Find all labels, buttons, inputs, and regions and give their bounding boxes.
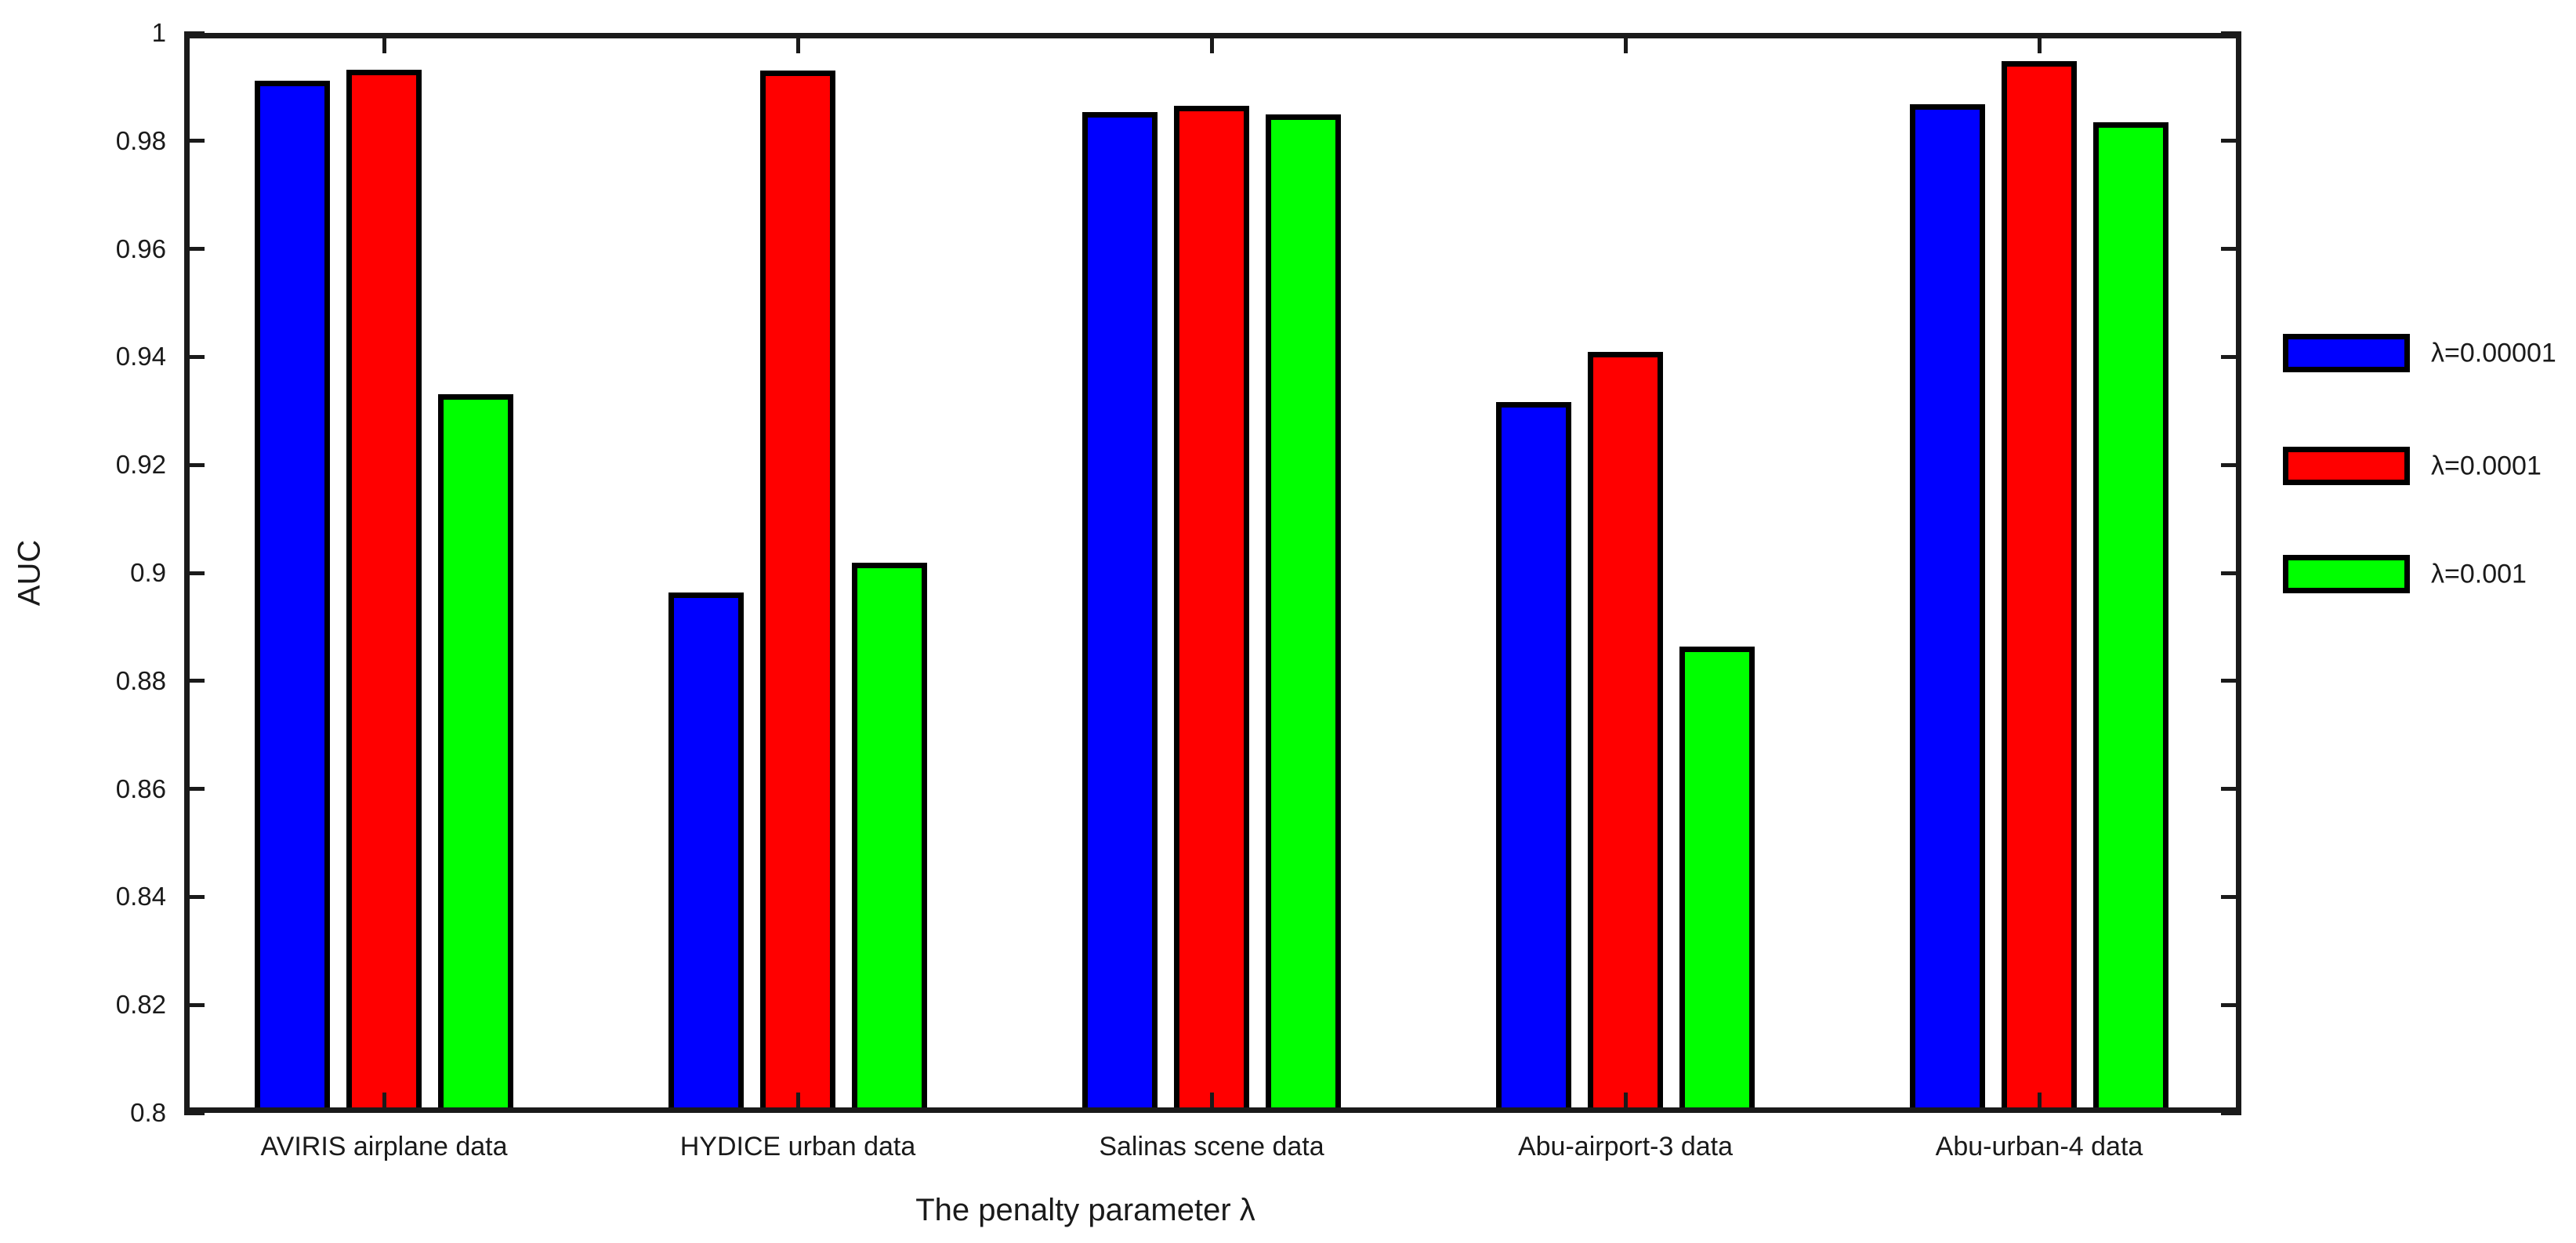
bar-0-00001-hydice-urban-data (668, 593, 744, 1113)
x-tick-top-abu-urban-4-data (2038, 33, 2042, 53)
y-tick-left-1 (184, 31, 205, 35)
legend-swatch-lambda-0-001 (2283, 555, 2410, 593)
y-tick-label-1: 1 (151, 18, 166, 47)
x-tick-bottom-hydice-urban-data (796, 1093, 800, 1113)
y-tick-right-0.94 (2221, 355, 2241, 359)
x-tick-top-abu-airport-3-data (1624, 33, 1628, 53)
y-tick-left-0.8 (184, 1111, 205, 1115)
y-tick-right-0.8 (2221, 1111, 2241, 1115)
y-tick-label-0.88: 0.88 (115, 666, 166, 695)
x-tick-bottom-abu-urban-4-data (2038, 1093, 2042, 1113)
bar-0-0001-salinas-scene-data (1174, 106, 1249, 1113)
bar-0-00001-aviris-airplane-data (255, 81, 330, 1113)
x-tick-top-hydice-urban-data (796, 33, 800, 53)
legend-label-lambda-0-001: λ=0.001 (2431, 559, 2527, 589)
bar-0-0001-hydice-urban-data (760, 71, 835, 1113)
y-tick-right-0.96 (2221, 247, 2241, 251)
y-tick-left-0.94 (184, 355, 205, 359)
y-tick-right-0.92 (2221, 463, 2241, 467)
y-tick-right-0.88 (2221, 679, 2241, 683)
y-tick-left-0.88 (184, 679, 205, 683)
x-tick-label-abu-urban-4-data: Abu-urban-4 data (1935, 1132, 2143, 1161)
y-tick-label-0.84: 0.84 (115, 882, 166, 911)
x-tick-label-abu-airport-3-data: Abu-airport-3 data (1517, 1132, 1734, 1161)
x-tick-label-salinas-scene-data: Salinas scene data (1099, 1132, 1324, 1161)
y-tick-label-0.92: 0.92 (115, 450, 166, 479)
x-tick-top-aviris-airplane-data (382, 33, 386, 53)
y-tick-label-0.86: 0.86 (115, 774, 166, 803)
x-tick-label-aviris-airplane-data: AVIRIS airplane data (260, 1132, 508, 1161)
legend-swatch-lambda-0-00001 (2283, 334, 2410, 372)
bar-0-001-salinas-scene-data (1266, 114, 1341, 1113)
legend-label-lambda-0-00001: λ=0.00001 (2431, 338, 2556, 368)
legend-label-lambda-0-0001: λ=0.0001 (2431, 451, 2542, 480)
legend-swatch-lambda-0-0001 (2283, 447, 2410, 485)
bar-0-001-hydice-urban-data (852, 563, 927, 1113)
bar-0-00001-salinas-scene-data (1082, 112, 1158, 1113)
plot-area (184, 31, 2241, 1115)
y-tick-label-0.96: 0.96 (115, 234, 166, 263)
y-tick-label-0.8: 0.8 (130, 1098, 166, 1127)
bar-0-00001-abu-urban-4-data (1910, 104, 1985, 1113)
y-tick-right-0.9 (2221, 571, 2241, 575)
x-tick-label-hydice-urban-data: HYDICE urban data (679, 1132, 916, 1161)
y-tick-right-0.86 (2221, 787, 2241, 791)
y-tick-label-0.94: 0.94 (115, 342, 166, 371)
y-tick-right-0.82 (2221, 1003, 2241, 1007)
y-tick-left-0.82 (184, 1003, 205, 1007)
y-tick-left-0.86 (184, 787, 205, 791)
x-tick-top-salinas-scene-data (1210, 33, 1214, 53)
y-tick-left-0.9 (184, 571, 205, 575)
x-axis-label: The penalty parameter λ (915, 1193, 1255, 1227)
x-tick-bottom-abu-airport-3-data (1624, 1093, 1628, 1113)
y-tick-label-0.9: 0.9 (130, 558, 166, 587)
y-tick-right-1 (2221, 31, 2241, 35)
bar-0-001-aviris-airplane-data (438, 394, 513, 1113)
y-tick-left-0.96 (184, 247, 205, 251)
bar-0-0001-aviris-airplane-data (346, 70, 422, 1113)
bar-0-00001-abu-airport-3-data (1496, 402, 1571, 1113)
x-tick-bottom-salinas-scene-data (1210, 1093, 1214, 1113)
y-tick-left-0.98 (184, 139, 205, 143)
y-tick-label-0.82: 0.82 (115, 990, 166, 1019)
bar-0-001-abu-airport-3-data (1679, 647, 1755, 1113)
y-tick-label-0.98: 0.98 (115, 126, 166, 155)
y-tick-left-0.92 (184, 463, 205, 467)
x-tick-bottom-aviris-airplane-data (382, 1093, 386, 1113)
bar-0-0001-abu-urban-4-data (2002, 61, 2077, 1113)
bar-0-001-abu-urban-4-data (2093, 122, 2168, 1113)
bar-0-0001-abu-airport-3-data (1588, 352, 1663, 1113)
y-tick-left-0.84 (184, 895, 205, 899)
y-tick-right-0.98 (2221, 139, 2241, 143)
y-tick-right-0.84 (2221, 895, 2241, 899)
